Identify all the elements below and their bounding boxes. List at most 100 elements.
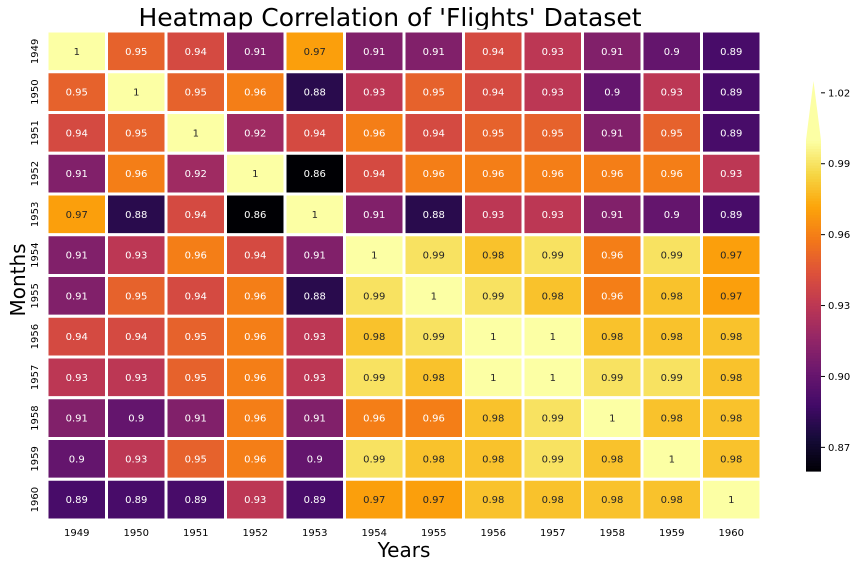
cell-value-label: 0.93 <box>125 373 147 384</box>
cell-value-label: 0.91 <box>66 414 88 425</box>
colorbar-band <box>806 167 821 172</box>
heatmap-cell <box>224 70 287 114</box>
heatmap-cell <box>343 233 406 277</box>
colorbar-band <box>806 291 821 296</box>
colorbar-band <box>806 283 821 287</box>
colorbar-band <box>806 272 821 276</box>
cell-value-label: 0.92 <box>185 169 207 180</box>
x-tick-label: 1959 <box>659 528 684 539</box>
colorbar-band <box>806 346 821 351</box>
colorbar-band <box>806 308 821 312</box>
cell-value-label: 1 <box>490 373 496 384</box>
cell-value-label: 0.98 <box>720 332 742 343</box>
heatmap-cell <box>640 437 703 481</box>
colorbar-band <box>806 330 821 334</box>
colorbar-band <box>806 200 821 205</box>
colorbar-band <box>806 355 821 359</box>
heatmap-cell <box>700 314 763 359</box>
x-tick-label: 1955 <box>421 528 446 539</box>
cell-value-label: 0.91 <box>601 210 623 221</box>
colorbar-band <box>806 280 821 285</box>
heatmap-cell <box>581 274 644 318</box>
colorbar-band <box>806 217 821 221</box>
cell-value-label: 0.99 <box>423 332 445 343</box>
cell-value-label: 0.96 <box>244 414 266 425</box>
colorbar-band <box>806 311 821 315</box>
y-tick-label: 1950 <box>30 79 41 104</box>
colorbar-band <box>806 184 821 188</box>
colorbar-band <box>806 333 821 337</box>
cell-value-label: 0.9 <box>307 454 323 465</box>
y-tick-label: 1958 <box>30 405 41 430</box>
cell-value-label: 0.96 <box>601 251 623 262</box>
colorbar-band <box>806 189 821 194</box>
heatmap-cell <box>700 274 763 318</box>
colorbar-band <box>806 341 821 345</box>
cell-value-label: 0.89 <box>185 495 207 506</box>
cell-value-label: 0.98 <box>482 454 504 465</box>
colorbar-band <box>806 371 821 376</box>
y-tick-label: 1952 <box>30 161 41 186</box>
cell-value-label: 0.91 <box>601 128 623 139</box>
cell-value-label: 0.93 <box>542 210 564 221</box>
colorbar-band <box>806 206 821 210</box>
colorbar-tick-label: 0.90 <box>828 372 850 383</box>
cell-value-label: 0.94 <box>185 291 207 302</box>
heatmap-cell <box>283 314 346 359</box>
colorbar-band <box>806 140 821 144</box>
colorbar-band <box>806 396 821 400</box>
colorbar-band <box>806 192 821 196</box>
cell-value-label: 0.98 <box>720 373 742 384</box>
heatmap-cell <box>700 233 763 277</box>
cell-value-label: 0.99 <box>363 373 385 384</box>
colorbar-band <box>806 297 821 301</box>
heatmap-cell <box>700 111 763 155</box>
colorbar-band <box>806 344 821 348</box>
x-tick-label: 1956 <box>481 528 506 539</box>
x-tick-label: 1949 <box>64 528 89 539</box>
colorbar-band <box>806 203 821 207</box>
heatmap-cell <box>462 437 525 481</box>
cell-value-label: 0.94 <box>185 210 207 221</box>
heatmap-cell <box>640 477 703 522</box>
cell-value-label: 0.98 <box>423 454 445 465</box>
y-tick-label: 1953 <box>30 202 41 227</box>
colorbar <box>806 81 821 472</box>
cell-value-label: 0.88 <box>423 210 445 221</box>
y-tick-label: 1960 <box>30 487 41 512</box>
colorbar-band <box>806 424 821 428</box>
cell-value-label: 1 <box>133 88 139 99</box>
cell-value-label: 0.95 <box>482 128 504 139</box>
y-tick-label: 1955 <box>30 283 41 308</box>
colorbar-ticks: 0.87 0.90 0.93 0.96 0.99 1.02 <box>821 88 850 454</box>
colorbar-band <box>806 380 821 384</box>
y-tick-label: 1956 <box>30 324 41 349</box>
cell-value-label: 1 <box>74 47 80 58</box>
colorbar-tick-label: 0.99 <box>828 159 850 170</box>
colorbar-band <box>806 228 821 232</box>
cell-value-label: 0.96 <box>601 291 623 302</box>
colorbar-band <box>806 410 821 414</box>
cell-labels: 1 0.95 0.94 0.91 0.97 0.91 0.91 0.94 0.93 0.91 0.9… <box>66 47 743 506</box>
cell-value-label: 0.95 <box>125 128 147 139</box>
heatmap-cell <box>45 233 108 277</box>
cell-value-label: 0.93 <box>125 251 147 262</box>
cell-value-label: 0.95 <box>185 88 207 99</box>
cell-value-label: 1 <box>550 332 556 343</box>
colorbar-band <box>806 368 821 373</box>
cell-value-label: 0.97 <box>423 495 445 506</box>
colorbar-band <box>806 145 821 149</box>
colorbar-tick-label: 1.02 <box>828 88 850 99</box>
colorbar-band <box>806 435 821 439</box>
cell-value-label: 0.98 <box>542 291 564 302</box>
colorbar-band <box>806 233 821 238</box>
colorbar-band <box>806 374 821 378</box>
heatmap-cell <box>640 192 703 237</box>
cell-value-label: 1 <box>312 210 318 221</box>
colorbar-band <box>806 363 821 367</box>
colorbar-band <box>806 209 821 213</box>
heatmap-cell <box>462 396 525 440</box>
colorbar-band <box>806 269 821 274</box>
heatmap-cell <box>283 274 346 318</box>
colorbar-band <box>806 360 821 365</box>
